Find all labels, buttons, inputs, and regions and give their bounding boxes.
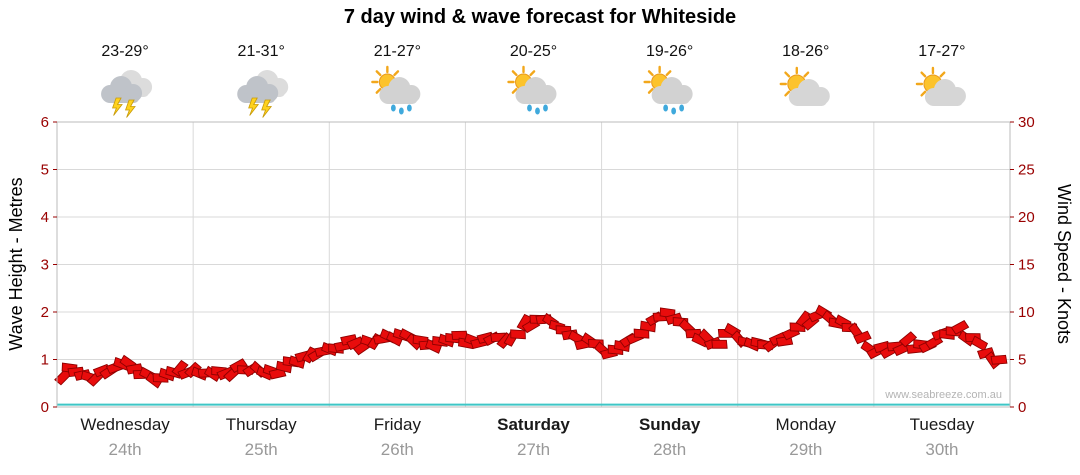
day-headers: 23-29° 21-31° 21-27° 20-25° 19-26° 18-26° 17-2… xyxy=(101,43,966,118)
left-tick-label: 6 xyxy=(41,114,49,131)
left-axis-ticks: 0 1 2 3 4 5 6 xyxy=(41,114,57,416)
right-tick-label: 0 xyxy=(1018,399,1026,416)
day-date-label: 24th xyxy=(109,440,142,459)
weather-icon-sun-cloud xyxy=(779,66,830,106)
temp-range-label: 19-26° xyxy=(646,43,693,60)
weather-icon-storm xyxy=(237,70,289,118)
day-date-label: 30th xyxy=(925,440,958,459)
page-title: 7 day wind & wave forecast for Whiteside xyxy=(343,6,737,28)
right-tick-label: 25 xyxy=(1018,162,1035,179)
left-tick-label: 4 xyxy=(41,209,49,226)
weather-icon-sun-showers xyxy=(643,65,693,115)
right-tick-label: 30 xyxy=(1018,114,1035,131)
temp-range-label: 20-25° xyxy=(510,43,557,60)
left-tick-label: 3 xyxy=(41,257,49,274)
day-name-label: Friday xyxy=(374,415,422,434)
day-name-label: Saturday xyxy=(497,415,570,434)
watermark: www.seabreeze.com.au xyxy=(885,389,1002,401)
temp-range-label: 21-27° xyxy=(374,43,421,60)
left-tick-label: 0 xyxy=(41,399,49,416)
day-name-label: Monday xyxy=(776,415,837,434)
day-name-label: Thursday xyxy=(226,415,297,434)
grid-lines xyxy=(57,122,1010,407)
right-axis-ticks: 0 5 10 15 20 25 30 xyxy=(1010,114,1035,416)
temp-range-label: 18-26° xyxy=(782,43,829,60)
temp-range-label: 21-31° xyxy=(238,43,285,60)
day-date-label: 26th xyxy=(381,440,414,459)
left-tick-label: 2 xyxy=(41,304,49,321)
weather-icon-sun-showers xyxy=(371,65,421,115)
day-date-label: 27th xyxy=(517,440,550,459)
right-tick-label: 20 xyxy=(1018,209,1035,226)
temp-range-label: 17-27° xyxy=(918,43,965,60)
weather-icon-sun-showers xyxy=(507,65,557,115)
right-tick-label: 10 xyxy=(1018,304,1035,321)
day-name-label: Sunday xyxy=(639,415,701,434)
wind-barbs-series xyxy=(54,304,1008,389)
left-tick-label: 1 xyxy=(41,352,49,369)
day-date-label: 25th xyxy=(245,440,278,459)
right-tick-label: 5 xyxy=(1018,352,1026,369)
day-footers: Wednesday 24th Thursday 25th Friday 26th Satur… xyxy=(80,415,974,459)
left-tick-label: 5 xyxy=(41,162,49,179)
day-date-label: 29th xyxy=(789,440,822,459)
day-name-label: Wednesday xyxy=(80,415,170,434)
day-date-label: 28th xyxy=(653,440,686,459)
weather-icon-sun-cloud xyxy=(915,66,966,106)
temp-range-label: 23-29° xyxy=(101,43,148,60)
weather-icon-storm xyxy=(101,70,153,118)
right-tick-label: 15 xyxy=(1018,257,1035,274)
day-name-label: Tuesday xyxy=(910,415,975,434)
